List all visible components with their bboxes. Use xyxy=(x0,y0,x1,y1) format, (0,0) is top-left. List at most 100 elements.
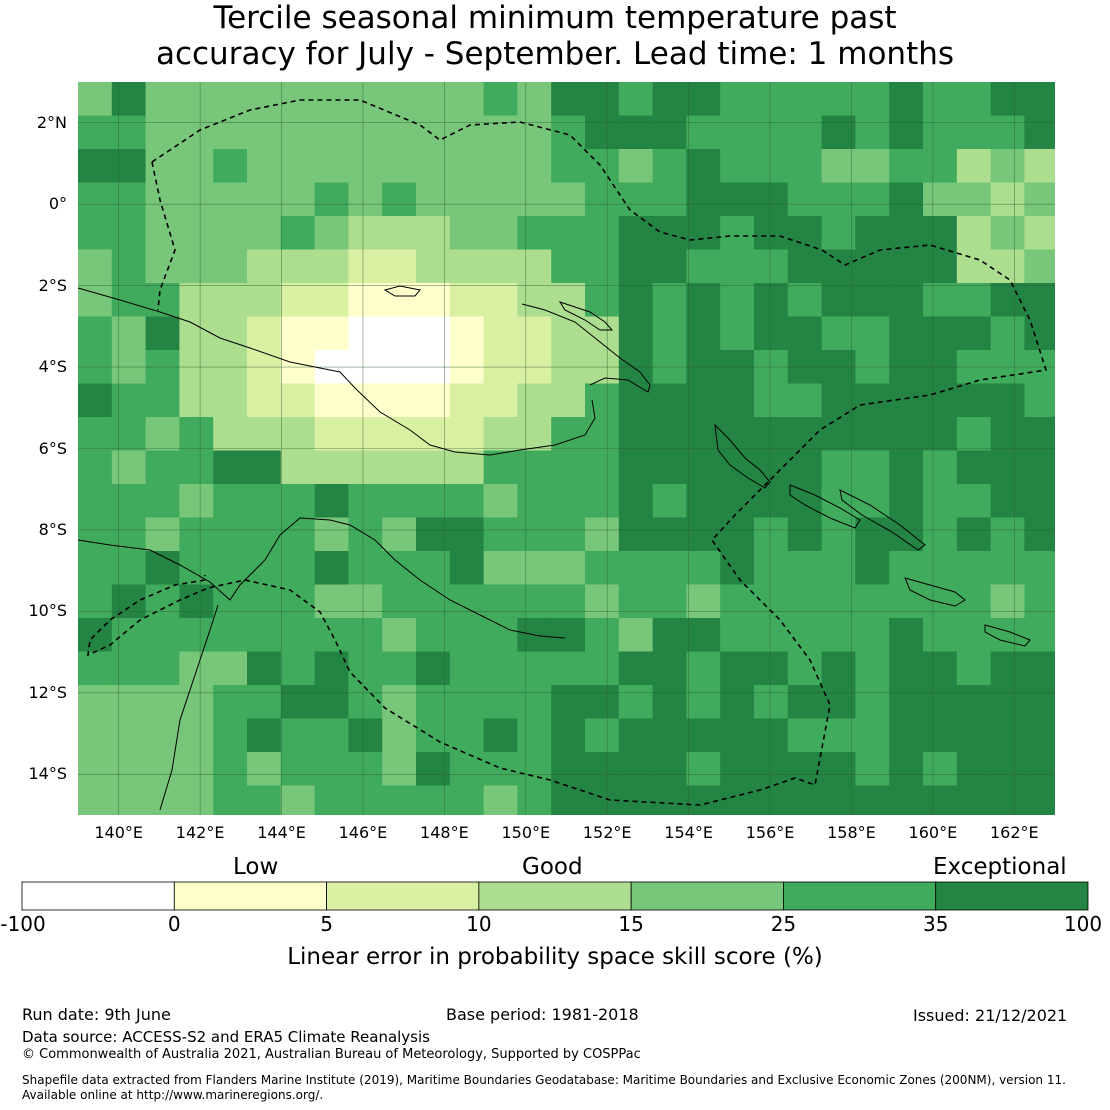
grid-cell xyxy=(382,82,417,117)
coastline-solomon-3 xyxy=(904,577,966,607)
grid-cell xyxy=(517,752,552,787)
grid-cell xyxy=(821,551,856,586)
grid-cell xyxy=(585,417,620,452)
grid-cell xyxy=(787,182,823,217)
grid-cell xyxy=(517,718,552,753)
grid-cell xyxy=(314,752,349,787)
grid-cell xyxy=(551,417,586,452)
grid-cell xyxy=(1024,618,1055,653)
grid-cell xyxy=(213,551,248,586)
grid-cell xyxy=(923,149,958,184)
grid-cell xyxy=(78,216,113,251)
grid-cell xyxy=(314,785,349,815)
grid-cell xyxy=(585,182,620,217)
eez-boundary-west xyxy=(151,161,176,311)
grid-cell xyxy=(78,651,113,686)
grid-cell xyxy=(585,115,620,150)
colorbar-segment xyxy=(935,881,1089,911)
colorbar-category-low: Low xyxy=(233,854,279,880)
grid-cell xyxy=(111,417,147,452)
grid-cell xyxy=(111,651,147,686)
grid-cell xyxy=(923,115,958,150)
grid-cell xyxy=(280,182,316,217)
grid-cell xyxy=(787,517,823,552)
grid-cell xyxy=(1024,249,1055,284)
grid-cell xyxy=(314,484,349,519)
grid-cell xyxy=(855,316,890,351)
grid-cell xyxy=(78,584,113,619)
grid-cell xyxy=(213,283,248,318)
grid-cell xyxy=(720,752,755,787)
longitude-label: 144°E xyxy=(257,823,306,842)
grid-cell xyxy=(179,685,214,720)
grid-cell xyxy=(382,752,417,787)
grid-cell xyxy=(585,82,620,117)
grid-cell xyxy=(213,484,248,519)
grid-cell xyxy=(754,517,789,552)
grid-cell xyxy=(382,216,417,251)
grid-cell xyxy=(720,785,755,815)
grid-cell xyxy=(923,82,958,117)
grid-cell xyxy=(247,685,282,720)
grid-cell xyxy=(551,216,586,251)
grid-cell xyxy=(247,752,282,787)
grid-cell xyxy=(551,551,586,586)
grid-cell xyxy=(686,752,721,787)
grid-cell xyxy=(652,417,687,452)
grid-cell xyxy=(382,685,417,720)
grid-cell xyxy=(720,484,755,519)
grid-cell xyxy=(517,115,552,150)
eez-boundary-png xyxy=(87,99,1048,806)
grid-cell xyxy=(348,551,383,586)
grid-cell xyxy=(179,283,214,318)
grid-cell xyxy=(483,618,518,653)
grid-cell xyxy=(78,283,113,318)
grid-cell xyxy=(78,785,113,815)
grid-cell xyxy=(517,383,552,418)
grid-cell xyxy=(618,316,654,351)
grid-cell xyxy=(348,484,383,519)
grid-cell xyxy=(145,517,180,552)
grid-cell xyxy=(247,718,282,753)
grid-cell xyxy=(348,249,383,284)
copyright: © Commonwealth of Australia 2021, Austra… xyxy=(22,1047,641,1062)
grid-cell xyxy=(314,316,349,351)
grid-cell xyxy=(314,417,349,452)
grid-cell xyxy=(652,149,687,184)
grid-cell xyxy=(754,249,789,284)
latitude-label: 2°N xyxy=(36,112,67,132)
grid-cell xyxy=(618,182,654,217)
grid-cell xyxy=(1024,551,1055,586)
grid-cell xyxy=(787,149,823,184)
grid-cell xyxy=(348,82,383,117)
grid-cell xyxy=(990,182,1025,217)
grid-cell xyxy=(111,283,147,318)
grid-cell xyxy=(686,149,721,184)
grid-cell xyxy=(517,149,552,184)
grid-cell xyxy=(652,685,687,720)
grid-cell xyxy=(382,651,417,686)
grid-cell xyxy=(483,417,518,452)
colorbar-segment xyxy=(783,881,937,911)
grid-cell xyxy=(720,249,755,284)
grid-cell xyxy=(1024,182,1055,217)
grid-cell xyxy=(889,484,924,519)
grid-cell xyxy=(213,785,248,815)
grid-cell xyxy=(280,115,316,150)
grid-cell xyxy=(517,484,552,519)
grid-cell xyxy=(990,551,1025,586)
grid-cell xyxy=(585,450,620,485)
grid-cell xyxy=(787,249,823,284)
grid-cell xyxy=(1024,718,1055,753)
grid-cell xyxy=(618,450,654,485)
grid-cell xyxy=(213,718,248,753)
grid-cell xyxy=(686,417,721,452)
grid-cell xyxy=(179,417,214,452)
grid-cell xyxy=(652,785,687,815)
colorbar-tick-label: 25 xyxy=(770,912,797,936)
grid-cell xyxy=(111,383,147,418)
grid-cell xyxy=(145,618,180,653)
grid-cell xyxy=(348,785,383,815)
grid-cell xyxy=(179,115,214,150)
grid-cell xyxy=(585,551,620,586)
